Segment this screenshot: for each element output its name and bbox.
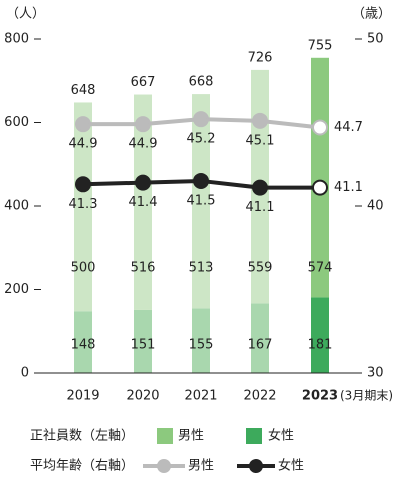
x-tick-label: 2022 [243,389,276,404]
legend-label: 女性 [268,428,294,444]
legend-label: 男性 [178,429,204,444]
value-label: 513 [189,261,214,276]
y-tick-label: 200 [4,282,29,297]
y2-tick-label: 40 [367,199,384,214]
total-label: 726 [248,50,273,65]
x-tick-label: 2023 [302,389,338,404]
legend-label: 男性 [188,459,214,474]
bar-segment [192,308,210,373]
point [135,116,151,133]
point-label: 45.2 [187,132,216,147]
x-tick-label: 2021 [184,389,217,404]
legend-dot [157,459,171,473]
point-label: 41.5 [187,193,216,208]
bar-segment [134,309,152,373]
value-label: 500 [71,261,96,276]
y2-tick-label: 30 [367,366,384,381]
value-label: 181 [308,338,333,353]
point [252,179,268,196]
bar-segment [192,94,210,309]
legend-title: 平均年齢（右軸） [30,459,134,474]
value-label: 574 [308,261,333,276]
y-tick-label: 600 [4,115,29,130]
bar-segment [311,297,329,373]
x-tick-label: 2020 [126,389,159,404]
y2-tick-label: 50 [367,32,384,47]
x-tick-label: 2019 [66,389,99,404]
point [312,179,328,196]
x-annotation: (3月期末) [340,389,393,403]
y-tick-label: 400 [4,199,29,214]
bar-segment [74,102,92,312]
y2-unit: （歳） [352,7,391,22]
point [75,116,91,133]
total-label: 755 [308,38,333,53]
bar-segment [251,303,269,373]
y-unit: （人） [6,7,45,22]
point-label: 44.7 [334,120,363,135]
point [193,111,209,128]
total-label: 648 [71,83,96,98]
value-label: 516 [131,261,156,276]
total-label: 667 [131,75,156,90]
value-label: 167 [248,338,273,353]
value-label: 559 [248,261,273,276]
point-label: 41.1 [246,200,275,215]
point-label: 41.4 [129,195,158,210]
point-label: 45.1 [246,133,275,148]
point-label: 41.1 [334,180,363,195]
legend-dot [249,459,263,473]
legend-swatch [157,428,173,444]
value-label: 151 [131,338,156,353]
legend-title: 正社員数（左軸） [30,428,134,444]
point-label: 44.9 [129,137,158,152]
value-label: 148 [71,338,96,353]
point-label: 44.9 [69,137,98,152]
point [312,119,328,136]
total-label: 668 [189,75,214,90]
legend-label: 女性 [278,458,304,474]
y-tick-label: 0 [21,366,29,381]
point [135,174,151,191]
value-label: 155 [189,338,214,353]
bar-segment [134,94,152,310]
y-tick-label: 800 [4,32,29,47]
bar-segment [74,311,92,373]
bar-segment [311,57,329,298]
point [252,112,268,129]
point [193,172,209,189]
point-label: 41.3 [69,197,98,212]
point [75,176,91,193]
legend-swatch [246,428,262,444]
